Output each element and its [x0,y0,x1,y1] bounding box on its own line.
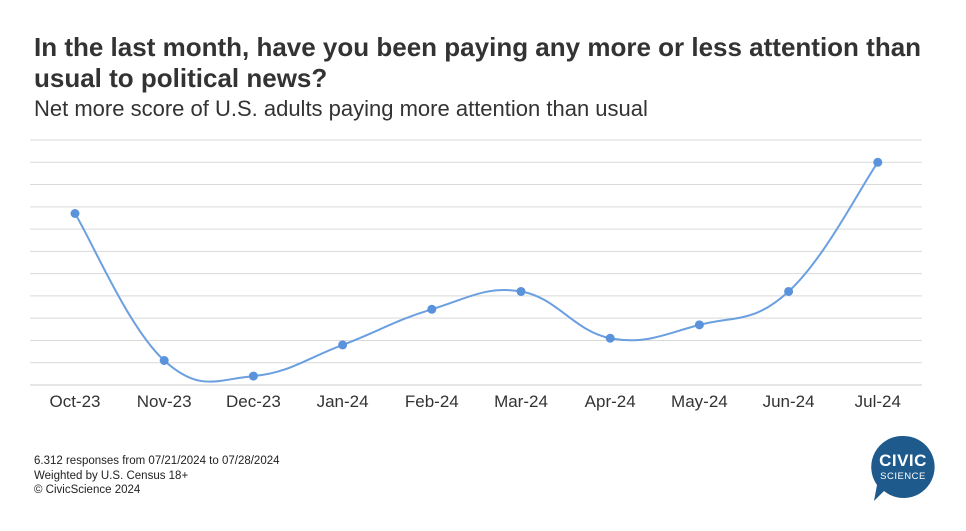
x-tick-label: Feb-24 [405,392,459,411]
x-tick-labels: Oct-23 Nov-23 Dec-23 Jan-24 Feb-24 Mar-24 Apr-… [49,392,900,411]
x-tick-label: May-24 [671,392,728,411]
x-tick-label: Oct-23 [49,392,100,411]
x-tick-label: Apr-24 [585,392,636,411]
logo-bubble-icon [871,435,935,501]
data-point-apr-24 [605,333,615,343]
series-line [74,161,879,383]
x-tick-label: Jan-24 [317,392,369,411]
x-tick-label: Mar-24 [494,392,548,411]
x-tick-label: Nov-23 [137,392,192,411]
chart-subtitle: Net more score of U.S. adults paying mor… [34,96,648,121]
chart-footer: 6.312 responses from 07/21/2024 to 07/28… [34,454,280,498]
footer-responses: 6.312 responses from 07/21/2024 to 07/28… [34,455,280,467]
data-point-may-24 [694,320,704,330]
data-point-oct-23 [70,209,80,218]
data-point-dec-23 [248,371,258,381]
chart-title: In the last month, have you been paying … [34,32,922,93]
data-point-jan-24 [338,340,348,350]
grid-lines [30,139,922,364]
data-points [70,157,883,381]
data-point-jun-24 [784,286,794,296]
civicscience-logo: CIVIC SCIENCE [870,434,936,504]
x-tick-label: Dec-23 [226,392,281,411]
x-tick-label: Jul-24 [855,392,901,411]
logo-word-science: SCIENCE [880,471,926,482]
data-point-feb-24 [427,304,437,314]
footer-copyright: © CivicScience 2024 [34,484,141,496]
footer-weighting: Weighted by U.S. Census 18+ [34,469,189,482]
data-point-jul-24 [873,157,883,167]
data-point-mar-24 [516,286,526,296]
x-tick-label: Jun-24 [763,392,815,411]
data-point-nov-23 [159,356,169,365]
logo-word-civic: CIVIC [879,451,927,470]
